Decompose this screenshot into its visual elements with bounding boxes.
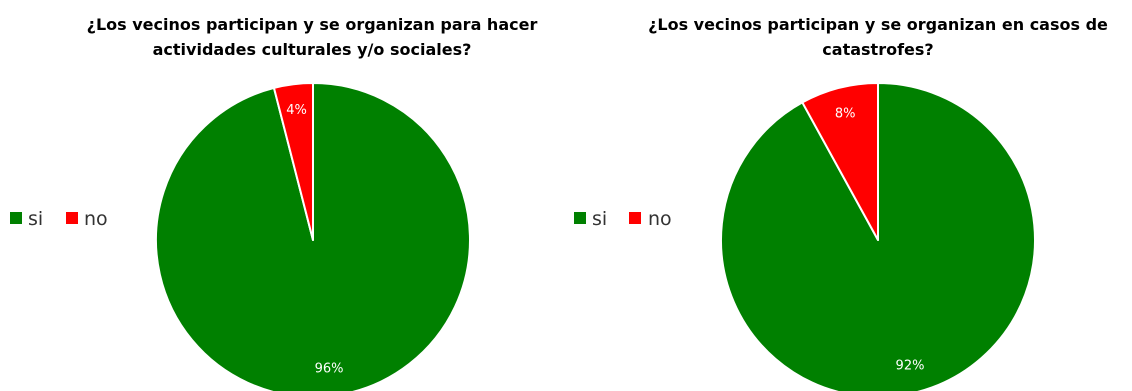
chart-1-legend: si no (10, 208, 108, 230)
chart-2-slice-si (719, 82, 1036, 391)
chart-2-title-line-1: ¿Los vecinos participan y se organizan e… (648, 15, 1108, 34)
chart-1-pie: 96% 4% (154, 82, 471, 391)
chart-2-data-label-no: 8% (835, 106, 856, 121)
chart-2-data-label-si: 92% (896, 359, 925, 374)
chart-2-pie: 92% 8% (719, 82, 1036, 391)
chart-2: ¿Los vecinos participan y se organizan e… (574, 15, 1108, 391)
chart-2-legend-label-si: si (592, 208, 607, 230)
chart-1-title-line-2: actividades culturales y/o sociales? (153, 40, 472, 59)
chart-1-data-label-si: 96% (315, 362, 344, 377)
chart-2-slice-no (801, 82, 879, 241)
chart-2-legend-swatch-no (629, 212, 641, 224)
chart-2-legend-swatch-si (574, 212, 586, 224)
chart-1-data-label-no: 4% (286, 103, 307, 118)
chart-1: ¿Los vecinos participan y se organizan p… (10, 15, 537, 391)
chart-1-legend-swatch-no (66, 212, 78, 224)
chart-1-legend-swatch-si (10, 212, 22, 224)
chart-1-legend-label-si: si (28, 208, 43, 230)
chart-1-slice-si (154, 82, 471, 391)
chart-2-legend: si no (574, 208, 672, 230)
chart-2-legend-label-no: no (648, 208, 672, 230)
chart-1-slice-no (272, 82, 314, 241)
chart-1-title-line-1: ¿Los vecinos participan y se organizan p… (87, 15, 538, 34)
chart-2-title-line-2: catastrofes? (822, 40, 933, 59)
chart-1-legend-label-no: no (84, 208, 108, 230)
